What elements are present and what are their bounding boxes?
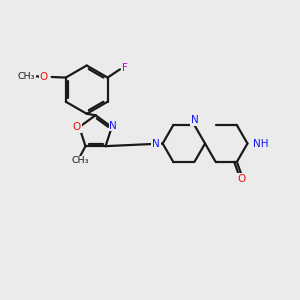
Text: N: N	[191, 115, 199, 125]
Text: O: O	[73, 122, 81, 132]
Text: CH₃: CH₃	[71, 156, 89, 165]
Text: F: F	[122, 63, 128, 74]
Text: O: O	[40, 72, 48, 82]
Text: N: N	[152, 139, 160, 148]
Text: CH₃: CH₃	[17, 72, 35, 81]
Text: O: O	[238, 174, 246, 184]
Text: N: N	[110, 121, 117, 130]
Text: NH: NH	[253, 139, 268, 148]
